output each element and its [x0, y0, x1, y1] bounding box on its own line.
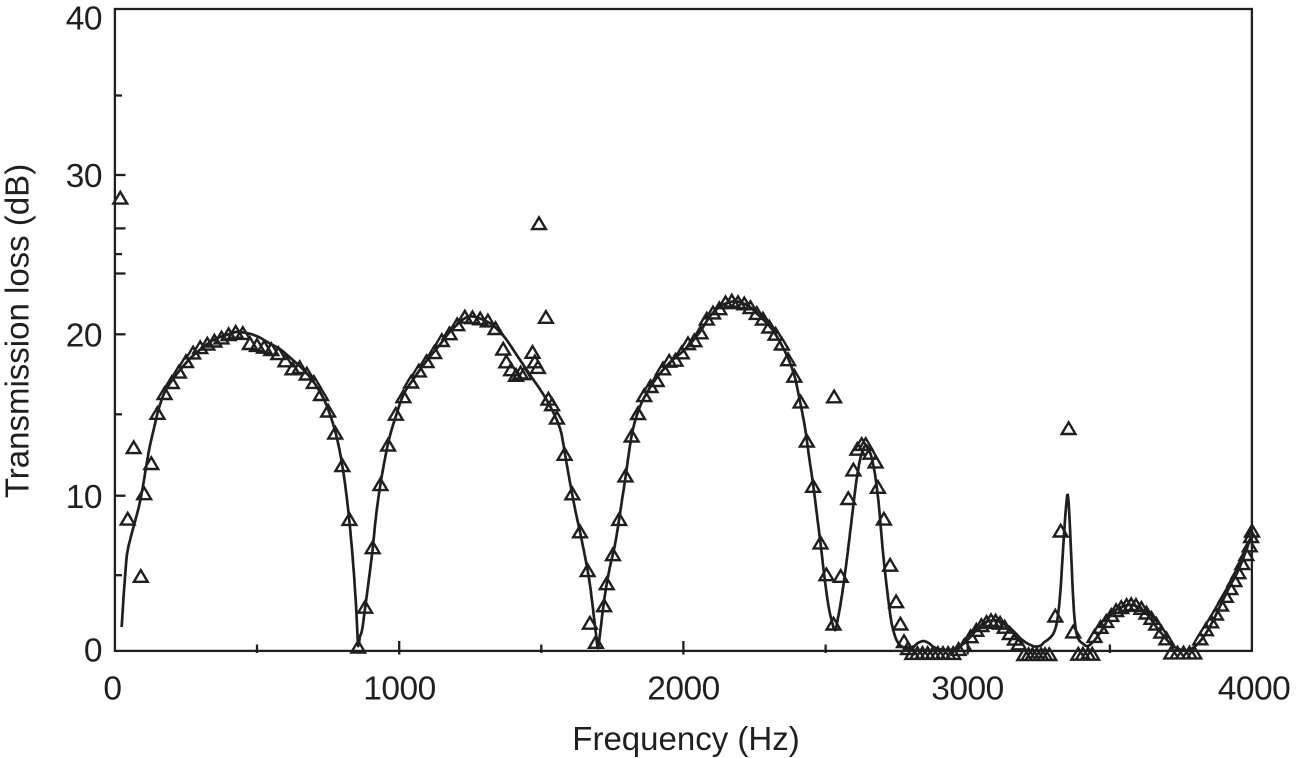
- svg-text:30: 30: [66, 158, 102, 195]
- svg-text:40: 40: [66, 1, 102, 38]
- svg-text:20: 20: [66, 318, 102, 355]
- svg-text:3000: 3000: [931, 671, 1004, 708]
- svg-text:4000: 4000: [1218, 671, 1291, 708]
- svg-text:1000: 1000: [363, 671, 436, 708]
- svg-text:0: 0: [103, 671, 121, 708]
- svg-text:0: 0: [84, 633, 102, 670]
- svg-text:Frequency (Hz): Frequency (Hz): [572, 720, 799, 757]
- svg-text:2000: 2000: [647, 671, 720, 708]
- svg-text:Transmission loss (dB): Transmission loss (dB): [0, 164, 36, 498]
- svg-text:10: 10: [66, 479, 102, 516]
